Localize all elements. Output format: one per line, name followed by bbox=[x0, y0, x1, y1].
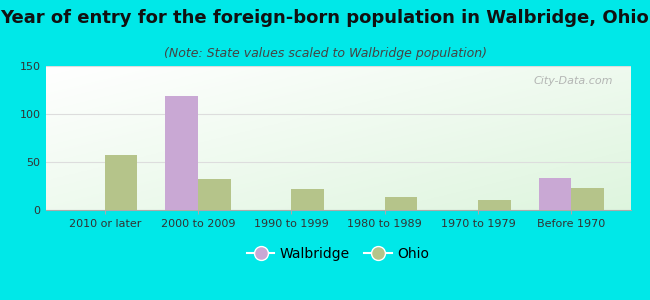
Bar bbox=[478, 200, 511, 210]
Bar bbox=[198, 179, 231, 210]
Text: Year of entry for the foreign-born population in Walbridge, Ohio: Year of entry for the foreign-born popul… bbox=[1, 9, 649, 27]
Bar bbox=[571, 188, 604, 210]
Legend: Walbridge, Ohio: Walbridge, Ohio bbox=[241, 241, 435, 266]
Text: City-Data.com: City-Data.com bbox=[534, 76, 613, 86]
Bar bbox=[165, 96, 198, 210]
Bar bbox=[385, 196, 417, 210]
Bar bbox=[291, 189, 324, 210]
Text: (Note: State values scaled to Walbridge population): (Note: State values scaled to Walbridge … bbox=[164, 46, 486, 59]
Bar bbox=[539, 178, 571, 210]
Bar bbox=[105, 155, 137, 210]
